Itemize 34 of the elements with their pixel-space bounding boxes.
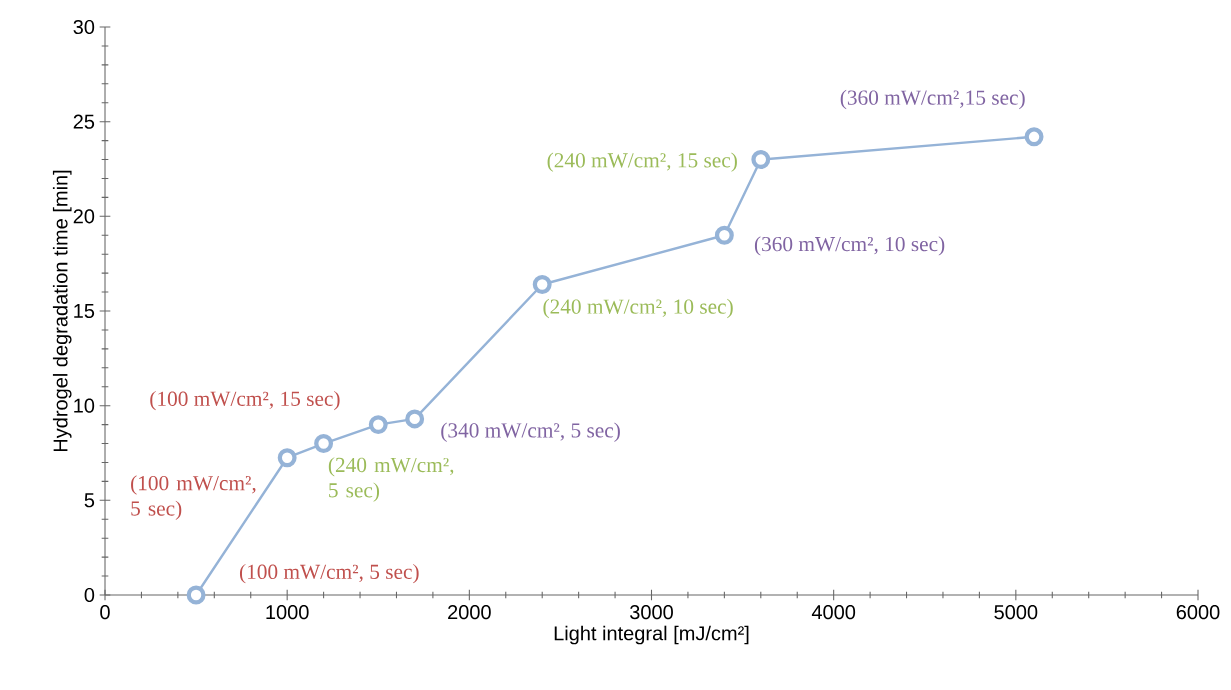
point (186, 585, 206, 605)
point (532, 275, 552, 294)
annotation: (240 mW/cm², 15 sec) (547, 152, 737, 172)
annotation: (340 mW/cm², 5 sec) (441, 422, 620, 442)
annotation: (240 mW/cm², 5 sec) (328, 457, 454, 502)
y-tick-label: 25 (73, 114, 95, 129)
y-axis-title: Hydrogel degradation time [min] (52, 170, 72, 452)
annotation: (100 mW/cm², 5 sec) (131, 475, 256, 521)
x-axis-title: Light integral [mJ/cm²] (554, 625, 749, 645)
y-tick-label: 15 (74, 304, 95, 318)
point (751, 150, 771, 169)
x-tick-label: 4000 (811, 605, 856, 620)
annotation: (100 mW/cm², 5 sec) (239, 563, 419, 584)
y-tick-label: 0 (84, 587, 95, 603)
point (405, 409, 425, 429)
point (714, 225, 734, 245)
point (314, 434, 334, 453)
y-tick-label: 10 (74, 398, 95, 413)
y-tick-label: 5 (84, 493, 95, 508)
annotation: (100 mW/cm², 15 sec) (150, 390, 340, 411)
annotation: (240 mW/cm², 10 sec) (543, 298, 733, 319)
y-tick-label: 20 (73, 209, 95, 224)
x-tick-label: 3000 (630, 605, 673, 620)
point (368, 415, 388, 435)
point (277, 448, 297, 468)
x-tick-label: 5000 (994, 605, 1038, 620)
annotation: (360 mW/cm², 10 sec) (754, 236, 945, 256)
point (1024, 127, 1044, 147)
x-tick-label: 0 (100, 605, 110, 620)
x-tick-label: 1000 (266, 605, 309, 620)
x-tick-label: 2000 (448, 605, 491, 620)
annotation: (360 mW/cm²,15 sec) (840, 89, 1025, 110)
y-tick-label: 30 (73, 19, 95, 35)
x-tick-label: 6000 (1176, 605, 1220, 620)
